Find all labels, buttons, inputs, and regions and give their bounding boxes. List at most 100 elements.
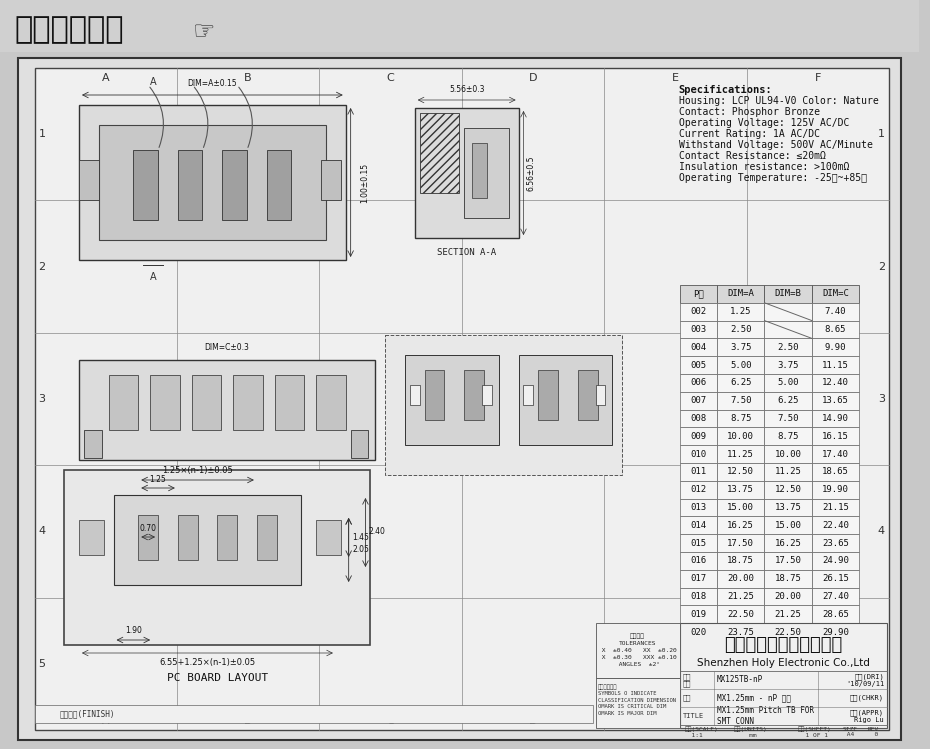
- Bar: [680, 552, 717, 570]
- Text: E: E: [671, 716, 679, 726]
- Bar: [812, 570, 859, 588]
- Bar: [717, 481, 764, 499]
- Bar: [812, 410, 859, 428]
- Text: 20.00: 20.00: [775, 592, 802, 601]
- Bar: [419, 113, 459, 193]
- Text: 15.00: 15.00: [727, 503, 754, 512]
- Text: 26.15: 26.15: [822, 574, 849, 583]
- Text: DIM=A±0.15: DIM=A±0.15: [188, 79, 237, 88]
- Text: 11.25: 11.25: [775, 467, 802, 476]
- Text: 019: 019: [690, 610, 707, 619]
- Bar: [812, 588, 859, 605]
- Bar: [812, 499, 859, 516]
- Text: 18.75: 18.75: [775, 574, 802, 583]
- Text: 005: 005: [690, 360, 707, 369]
- Bar: [34, 68, 889, 730]
- Bar: [538, 370, 558, 420]
- Bar: [812, 516, 859, 534]
- Bar: [34, 705, 592, 723]
- Text: 7.40: 7.40: [825, 307, 846, 316]
- Text: 核准(APPR)
Rigo Lu: 核准(APPR) Rigo Lu: [850, 709, 884, 723]
- Bar: [812, 463, 859, 481]
- Text: 18.65: 18.65: [822, 467, 849, 476]
- Text: 工程
图号: 工程 图号: [683, 673, 691, 687]
- Text: 10.00: 10.00: [727, 432, 754, 441]
- Text: 017: 017: [690, 574, 707, 583]
- Text: 比例(SCALE)
  1:1: 比例(SCALE) 1:1: [684, 727, 718, 738]
- Bar: [717, 285, 764, 303]
- Text: DIM=A: DIM=A: [727, 289, 754, 298]
- Bar: [764, 357, 812, 374]
- Text: 18.75: 18.75: [727, 557, 754, 565]
- Bar: [764, 588, 812, 605]
- Text: 4: 4: [878, 527, 885, 536]
- Bar: [415, 108, 519, 238]
- Bar: [79, 105, 346, 260]
- Bar: [405, 355, 498, 445]
- Text: A: A: [102, 73, 110, 83]
- Text: 008: 008: [690, 414, 707, 423]
- Bar: [812, 357, 859, 374]
- Text: 24.90: 24.90: [822, 557, 849, 565]
- Text: 3: 3: [38, 394, 46, 404]
- Text: 5.00: 5.00: [730, 360, 751, 369]
- Text: C: C: [387, 73, 394, 83]
- Text: D: D: [528, 73, 538, 83]
- Text: DIM=B: DIM=B: [775, 289, 802, 298]
- Bar: [524, 385, 534, 405]
- Text: 2.50: 2.50: [730, 325, 751, 334]
- Text: 1: 1: [878, 129, 885, 139]
- Bar: [79, 160, 99, 200]
- Text: 22.40: 22.40: [822, 521, 849, 530]
- Text: 010: 010: [690, 449, 707, 458]
- Bar: [233, 375, 263, 430]
- Bar: [109, 375, 139, 430]
- Bar: [764, 481, 812, 499]
- Bar: [764, 552, 812, 570]
- Bar: [99, 125, 326, 240]
- Bar: [84, 430, 101, 458]
- Bar: [764, 623, 812, 641]
- Text: 6.25: 6.25: [777, 396, 799, 405]
- Bar: [764, 516, 812, 534]
- Bar: [680, 463, 717, 481]
- Bar: [812, 374, 859, 392]
- Bar: [316, 375, 346, 430]
- Text: 29.90: 29.90: [822, 628, 849, 637]
- Text: 1.25×(n-1)±0.05: 1.25×(n-1)±0.05: [162, 466, 232, 475]
- Bar: [680, 499, 717, 516]
- Text: 012: 012: [690, 485, 707, 494]
- Bar: [764, 410, 812, 428]
- Bar: [680, 570, 717, 588]
- Bar: [680, 303, 717, 321]
- Bar: [717, 534, 764, 552]
- Bar: [717, 445, 764, 463]
- Text: 009: 009: [690, 432, 707, 441]
- Text: 5: 5: [38, 659, 46, 669]
- Text: B: B: [245, 716, 252, 726]
- Bar: [812, 534, 859, 552]
- Bar: [717, 357, 764, 374]
- Text: 6.56±0.5: 6.56±0.5: [526, 155, 536, 191]
- Text: 单位(UNITS)
    mm: 单位(UNITS) mm: [734, 727, 767, 738]
- Bar: [113, 495, 301, 585]
- Text: Operating Voltage: 125V AC/DC: Operating Voltage: 125V AC/DC: [679, 118, 849, 128]
- Bar: [680, 321, 717, 339]
- Bar: [717, 605, 764, 623]
- Text: 2.40: 2.40: [368, 527, 385, 536]
- Text: 014: 014: [690, 521, 707, 530]
- Text: 004: 004: [690, 343, 707, 352]
- Text: 12.40: 12.40: [822, 378, 849, 387]
- Bar: [680, 339, 717, 357]
- Bar: [764, 321, 812, 339]
- Bar: [274, 375, 304, 430]
- Bar: [717, 374, 764, 392]
- Text: SIZE
 A4: SIZE A4: [843, 727, 857, 738]
- Text: 9.90: 9.90: [825, 343, 846, 352]
- Bar: [680, 623, 717, 641]
- Text: 13.65: 13.65: [822, 396, 849, 405]
- Text: 6.55+1.25×(n-1)±0.05: 6.55+1.25×(n-1)±0.05: [159, 658, 256, 667]
- Bar: [178, 515, 197, 560]
- Text: Operating Temperature: -25℃~+85℃: Operating Temperature: -25℃~+85℃: [679, 173, 867, 183]
- Text: Insulation resistance: >100mΩ: Insulation resistance: >100mΩ: [679, 162, 849, 172]
